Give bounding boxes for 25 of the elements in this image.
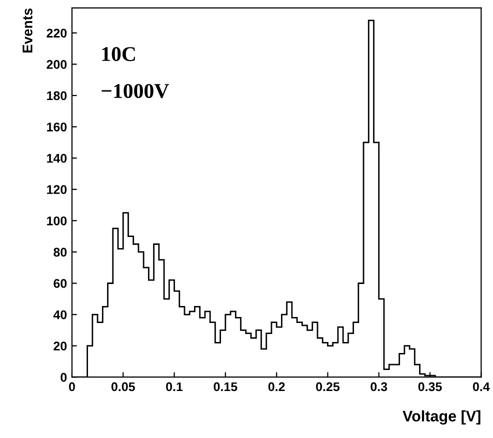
x-tick-label: 0.3 [370,382,388,392]
x-tick-label: 0.1 [166,382,183,392]
y-tick-label: 100 [47,216,67,226]
y-tick-label: 40 [53,310,67,320]
x-tick-label: 0.35 [418,382,442,392]
y-tick-label: 160 [47,122,67,132]
x-tick-label: 0.25 [316,382,340,392]
x-axis-title: Voltage [V] [402,410,480,425]
y-axis-title: Events [22,8,32,52]
x-tick-label: 0.05 [111,382,135,392]
x-tick-label: 0.4 [472,382,490,392]
x-tick-label: 0.2 [268,382,285,392]
x-tick-label: 0 [68,382,75,392]
y-tick-label: 200 [46,60,67,69]
annotation: −1000V [102,84,169,98]
y-tick-label: 0 [60,372,67,382]
y-tick-label: 20 [54,342,67,350]
annotation: 10C [102,47,135,62]
y-tick-label: 140 [47,154,67,163]
x-tick-label: 0.15 [214,382,238,392]
y-tick-label: 120 [47,185,67,194]
y-tick-label: 80 [54,248,67,257]
y-tick-label: 180 [47,91,67,100]
y-tick-label: 60 [54,279,67,288]
y-tick-label: 220 [46,28,67,38]
